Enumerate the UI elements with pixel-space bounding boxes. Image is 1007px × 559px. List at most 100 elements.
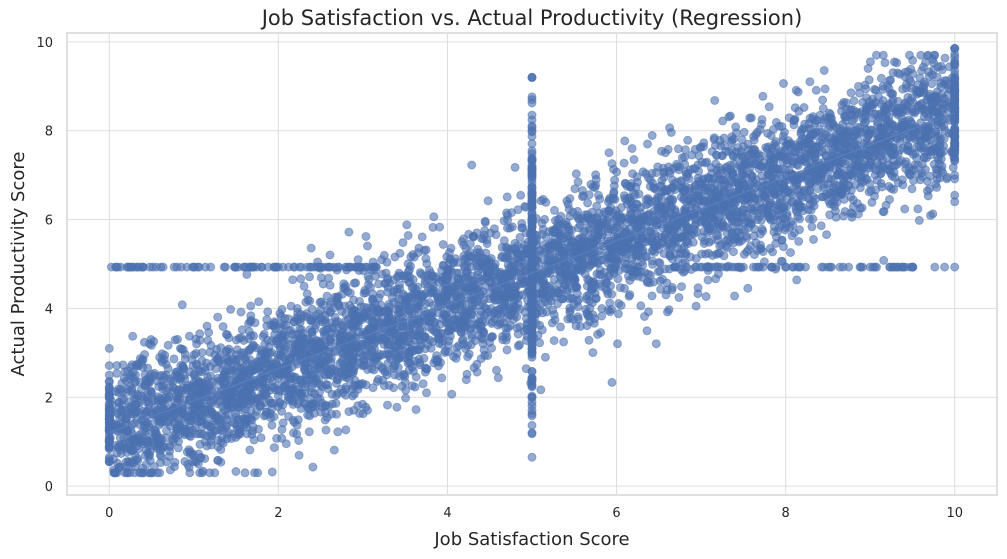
data-point [149,337,159,346]
data-point [764,102,774,112]
data-point [872,109,882,119]
data-point [157,435,166,445]
data-point [575,321,585,331]
data-point [877,182,887,192]
data-point [259,385,269,395]
data-point [447,389,457,399]
data-point [415,360,425,370]
data-point [786,248,795,257]
data-point [373,374,383,384]
data-point [756,215,766,225]
data-point [636,301,646,311]
data-point [275,397,285,407]
data-point [299,281,309,291]
data-point [629,155,639,164]
data-point [779,79,788,88]
data-point [419,332,429,342]
data-point [482,264,492,274]
data-point [409,366,418,376]
data-point [325,250,335,260]
data-point [535,320,545,330]
data-point [665,232,675,241]
data-point [609,189,619,199]
data-point [869,99,878,109]
data-point [885,75,895,85]
data-point [840,138,850,148]
data-point [513,249,523,259]
data-point [418,379,428,389]
data-point [155,450,165,460]
data-point [746,219,756,229]
data-point [452,280,461,290]
data-point [936,82,946,92]
data-point [361,288,371,298]
data-point [294,450,304,460]
data-point [231,356,241,366]
data-point [642,326,652,336]
data-point [518,223,528,233]
data-point [212,377,222,386]
data-point [295,396,304,406]
data-point [858,97,868,107]
data-point [915,73,925,83]
data-point [591,235,601,245]
data-point [128,368,138,378]
data-point [745,113,755,123]
data-point [942,76,951,86]
data-point [573,177,583,187]
data-point [568,294,577,304]
data-point [939,93,949,103]
data-point [581,237,591,246]
data-point [718,116,728,126]
data-point [798,142,808,152]
data-point [663,307,672,317]
data-point [547,318,557,328]
data-point [247,430,257,439]
data-point [720,141,730,151]
data-point [469,232,479,242]
data-point [396,341,406,351]
data-point [480,226,490,236]
data-point [240,468,250,478]
data-point [489,224,499,234]
data-point [313,393,323,403]
data-point [288,275,298,285]
data-point [231,335,241,345]
data-point [677,184,687,194]
data-point [913,160,923,170]
data-point [206,428,216,438]
data-point [856,162,866,172]
data-point [303,375,313,385]
data-point [178,345,188,355]
data-point [863,64,873,73]
data-point [763,128,773,138]
data-point [658,274,668,284]
data-point [876,169,885,179]
data-point [216,445,226,455]
data-point [935,159,944,169]
data-point [644,307,653,317]
data-point [404,265,414,275]
data-point [881,200,891,210]
data-point [239,348,249,358]
data-point [693,283,703,293]
data-point [739,127,749,137]
data-point [880,105,890,115]
data-point [822,230,832,240]
data-point [173,387,183,397]
data-point [912,153,921,163]
data-point [634,237,644,247]
data-point [923,50,933,60]
data-point [353,255,363,265]
data-point [210,350,220,360]
data-point [502,345,512,355]
data-point [334,300,344,310]
data-point [809,235,818,244]
data-point [329,445,339,455]
data-point [218,322,228,332]
data-point [308,462,318,472]
data-point [597,304,607,313]
data-point [341,382,351,392]
data-point [681,203,691,213]
data-point [742,233,752,243]
